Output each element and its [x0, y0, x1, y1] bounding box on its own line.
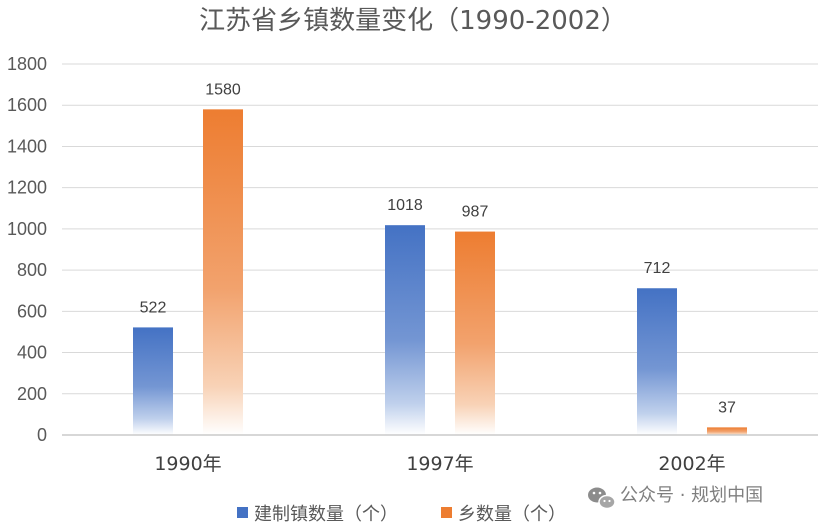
- bar-built-town: [133, 327, 173, 435]
- data-label-township: 1580: [205, 81, 241, 98]
- y-tick-label: 1000: [7, 219, 47, 239]
- x-category-label: 2002年: [658, 453, 725, 475]
- legend-label-township: 乡数量（个）: [458, 504, 566, 525]
- bar-township: [707, 427, 747, 435]
- y-tick-label: 600: [17, 301, 47, 321]
- data-label-built-town: 712: [644, 260, 671, 277]
- bar-township: [203, 109, 243, 435]
- x-axis-categories: 1990年 1997年 2002年: [154, 453, 725, 475]
- bars: [133, 109, 747, 435]
- data-label-township: 987: [462, 204, 489, 221]
- x-category-label: 1997年: [406, 453, 473, 475]
- y-tick-label: 1200: [7, 178, 47, 198]
- y-tick-label: 0: [37, 425, 47, 445]
- data-label-township: 37: [718, 399, 736, 416]
- data-label-built-town: 1018: [387, 197, 423, 214]
- x-category-label: 1990年: [154, 453, 221, 475]
- bar-built-town: [637, 288, 677, 435]
- bar-township: [455, 231, 495, 435]
- watermark-text: 公众号 · 规划中国: [620, 485, 763, 506]
- y-tick-label: 200: [17, 384, 47, 404]
- legend-label-built-town: 建制镇数量（个）: [254, 504, 398, 525]
- y-tick-label: 1800: [7, 54, 47, 74]
- data-label-built-town: 522: [140, 299, 167, 316]
- gridlines: [62, 63, 818, 395]
- legend-swatch-built-town: [237, 507, 248, 518]
- chart-title: 江苏省乡镇数量变化（1990-2002）: [199, 6, 627, 36]
- watermark: 公众号 · 规划中国: [588, 485, 763, 510]
- y-tick-label: 1400: [7, 136, 47, 156]
- y-axis-ticks: 0 200 400 600 800 1000 1200 1400 1600 1800: [7, 54, 47, 445]
- legend-swatch-township: [441, 507, 452, 518]
- wechat-icon: [588, 487, 616, 510]
- y-tick-label: 800: [17, 260, 47, 280]
- y-tick-label: 1600: [7, 95, 47, 115]
- legend: 建制镇数量（个） 乡数量（个）: [237, 504, 566, 525]
- data-labels: 522 1580 1018 987 712 37: [140, 81, 736, 416]
- bar-built-town: [385, 225, 425, 435]
- y-tick-label: 400: [17, 343, 47, 363]
